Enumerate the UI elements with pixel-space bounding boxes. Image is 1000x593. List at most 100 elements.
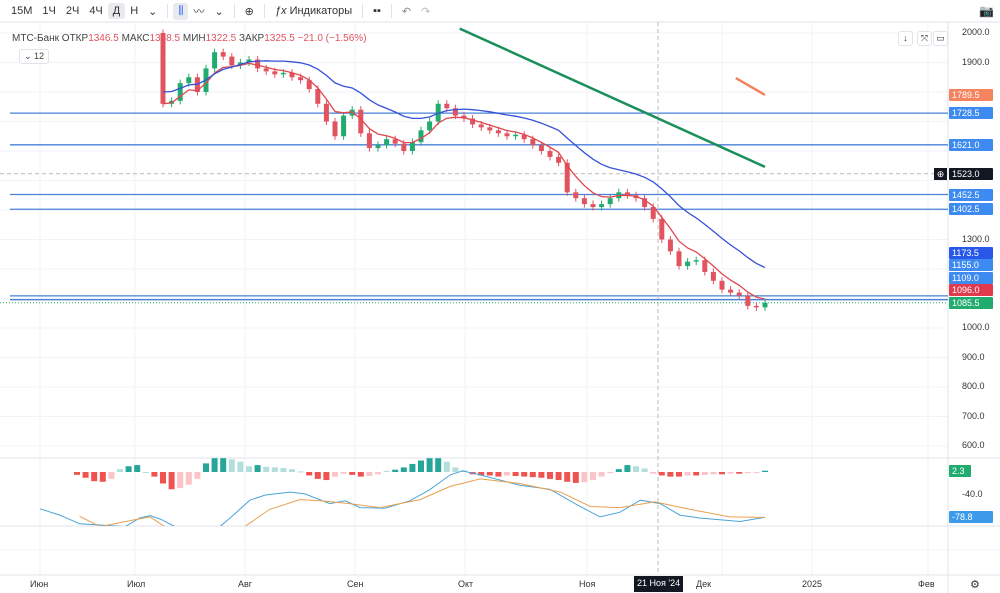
candle-body [444, 103, 450, 109]
macd-histogram-bar [538, 472, 545, 478]
macd-histogram-bar [615, 469, 622, 472]
open-value: 1346.5 [88, 33, 119, 44]
macd-histogram-bar [263, 466, 270, 472]
interval-2h[interactable]: 2Ч [65, 5, 80, 17]
macd-histogram-bar [74, 472, 80, 475]
candle [538, 141, 544, 155]
candle [470, 115, 476, 128]
macd-histogram-bar [99, 472, 106, 482]
candle-body [375, 145, 381, 149]
macd-histogram-bar [134, 465, 141, 472]
macd-histogram-bar [271, 467, 278, 472]
macd-histogram-bar [375, 472, 381, 475]
candle-body [255, 59, 261, 69]
macd-histogram-bar [667, 472, 674, 477]
macd-histogram-bar [228, 459, 235, 472]
indicators-button[interactable]: ƒx Индикаторы [270, 3, 357, 19]
templates-icon[interactable]: ▪▪ [373, 5, 381, 17]
candle [177, 79, 183, 105]
macd-histogram-bar [177, 472, 184, 489]
candle [375, 141, 381, 152]
candle-body [530, 139, 536, 146]
divider [263, 4, 265, 18]
price-tick-label: 900.0 [962, 351, 985, 362]
scroll-to-latest-icon[interactable]: ↓ [898, 31, 913, 46]
candle [366, 129, 372, 152]
macd-histogram-bar [237, 461, 244, 472]
interval-15m[interactable]: 15М [11, 5, 33, 17]
candle-body [160, 33, 166, 104]
macd-histogram-bar [203, 463, 209, 472]
macd-histogram-bar [435, 458, 442, 472]
candle [392, 135, 398, 148]
candle [160, 29, 166, 108]
macd-histogram-bar [684, 472, 691, 476]
macd-histogram-bar [125, 466, 132, 472]
low-label: МИН [182, 33, 206, 44]
macd-histogram-bar [624, 465, 631, 472]
high-label: МАКС [121, 33, 150, 44]
candle [667, 235, 673, 255]
signal-line [79, 478, 766, 526]
divider [167, 4, 169, 18]
undo-icon[interactable]: ↶ [401, 5, 412, 18]
macd-histogram-bar [762, 470, 768, 472]
candle-body [392, 139, 398, 144]
macd-histogram-bar [306, 472, 313, 476]
candle-body [685, 261, 691, 267]
candle-body [728, 289, 734, 293]
time-label: Ноя [579, 579, 596, 589]
macd-histogram-bar [211, 458, 218, 472]
symbol-legend: МТС-Банк ОТКР1346.5 МАКС1358.5 МИН1322.5… [12, 33, 367, 44]
symbol-name[interactable]: МТС-Банк [12, 33, 60, 44]
candle [573, 188, 579, 202]
macd-histogram-bar [340, 472, 347, 474]
redo-icon[interactable]: ↷ [421, 5, 431, 18]
candle [685, 258, 691, 270]
macd-histogram-bar [82, 472, 89, 478]
macd-histogram-bar [280, 467, 287, 472]
price-badge: -78.8 [949, 511, 993, 524]
candle-body [642, 198, 648, 208]
candle-body [315, 89, 321, 104]
settings-icon[interactable]: ⚙ [970, 579, 980, 591]
candle-body [341, 115, 347, 137]
interval-4h[interactable]: 4Ч [89, 5, 103, 17]
maximize-pane-icon[interactable]: ▭ [933, 31, 948, 46]
indicators-collapse-button[interactable]: ⌄ 12 [19, 49, 50, 64]
macd-histogram-bar [676, 472, 682, 477]
add-compare-icon[interactable]: ⊕ [244, 5, 254, 18]
chevron-down-icon[interactable]: ⌄ [214, 5, 224, 18]
line-chart-icon[interactable]: 〰 [193, 6, 205, 18]
candle [427, 117, 433, 134]
slow-ma-line [162, 60, 766, 269]
camera-icon[interactable]: 📷 [979, 4, 994, 18]
fast-ma-line [162, 62, 766, 300]
candle [676, 247, 682, 270]
candle [728, 286, 734, 297]
candle-body [495, 130, 501, 134]
interval-1w[interactable]: Н [130, 5, 139, 17]
time-label: Июл [127, 579, 146, 589]
macd-histogram-bar [108, 472, 115, 479]
candle-body [521, 134, 527, 140]
macd-histogram-bar [719, 472, 725, 475]
candle [255, 56, 261, 72]
candle-body [487, 127, 493, 131]
candle [349, 106, 355, 120]
macd-histogram-bar [564, 472, 571, 482]
candle-body [323, 103, 329, 122]
collapse-pane-icon[interactable]: ⤧ [917, 31, 932, 46]
macd-histogram-bar [323, 472, 330, 481]
add-alert-icon[interactable]: ⊕ [934, 167, 947, 180]
price-tick-label: 600.0 [962, 440, 985, 450]
macd-histogram-bar [400, 467, 407, 472]
price-tick-label: 1900.0 [962, 56, 990, 67]
interval-1d[interactable]: Д [107, 3, 126, 19]
interval-1h[interactable]: 1Ч [42, 5, 56, 17]
macd-line [39, 470, 766, 526]
chevron-down-icon[interactable]: ⌄ [148, 5, 158, 18]
long-ma-line [459, 27, 766, 169]
candles-icon[interactable]: ⫼ [173, 2, 189, 20]
